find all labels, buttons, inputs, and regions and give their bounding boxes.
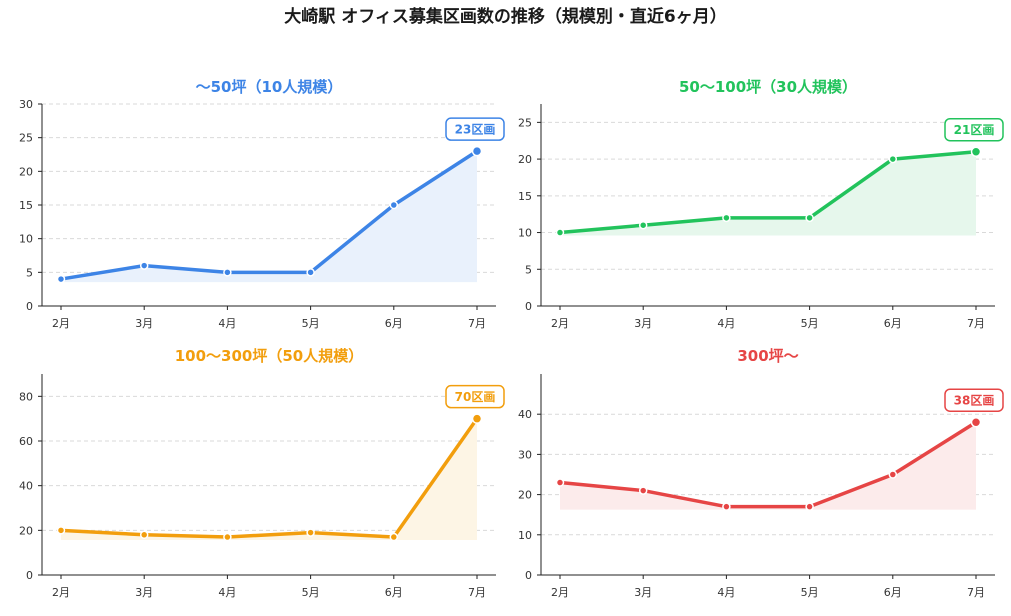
x-tick-label: 7月 xyxy=(468,317,486,330)
y-tick-label: 0 xyxy=(525,300,532,313)
x-tick-label: 7月 xyxy=(468,586,486,599)
x-tick-label: 5月 xyxy=(302,317,320,330)
area-fill xyxy=(61,151,477,283)
area-fill xyxy=(560,151,976,236)
x-tick-label: 7月 xyxy=(967,586,985,599)
y-tick-label: 0 xyxy=(26,569,33,582)
data-point xyxy=(970,146,982,157)
data-point xyxy=(56,526,66,535)
chart-title: 50～100坪（30人規模） xyxy=(679,78,857,96)
data-point xyxy=(805,502,814,511)
y-tick-label: 10 xyxy=(518,529,532,542)
x-tick-label: 2月 xyxy=(52,317,70,330)
annotation-badge xyxy=(445,384,505,409)
x-tick-label: 4月 xyxy=(218,586,236,599)
x-tick-label: 5月 xyxy=(801,586,819,599)
data-point xyxy=(638,486,648,495)
data-point xyxy=(223,532,232,542)
x-tick-label: 4月 xyxy=(717,317,735,330)
data-point xyxy=(805,213,814,223)
data-point xyxy=(471,145,483,157)
x-tick-label: 3月 xyxy=(135,586,153,599)
x-tick-label: 4月 xyxy=(218,317,236,330)
y-tick-label: 30 xyxy=(19,98,33,111)
chart-panel-3: 100～300坪（50人規模） 0 20 40 60 80 2月 3月 4月 5月 6月 7月 70区画 xyxy=(19,347,505,599)
chart-panel-2: 50～100坪（30人規模） 0 5 10 15 20 25 2月 3月 4月 5月 6月 7月 21区画 xyxy=(518,78,1004,330)
x-tick-label: 5月 xyxy=(801,317,819,330)
chart-panel-4: 300坪～ 0 10 20 30 40 2月 3月 4月 5月 6月 7月 38区画 xyxy=(518,347,1004,599)
data-point xyxy=(888,470,898,479)
data-point xyxy=(722,213,731,223)
annotation-label: 70区画 xyxy=(455,390,496,404)
data-point xyxy=(970,416,982,428)
data-point xyxy=(555,478,565,487)
y-tick-label: 20 xyxy=(19,524,33,537)
y-tick-label: 15 xyxy=(19,199,33,212)
data-point xyxy=(223,268,232,277)
annotation-badge xyxy=(944,117,1004,142)
x-tick-label: 2月 xyxy=(551,317,569,330)
y-tick-label: 20 xyxy=(19,165,33,178)
x-tick-label: 6月 xyxy=(385,586,403,599)
data-point xyxy=(471,413,483,424)
chart-title: 100～300坪（50人規模） xyxy=(175,347,364,365)
annotation-badge xyxy=(445,117,505,141)
area-fill xyxy=(560,422,976,510)
series-line xyxy=(558,420,978,509)
y-tick-label: 20 xyxy=(518,153,532,166)
data-point xyxy=(555,228,565,237)
data-point xyxy=(389,532,399,542)
y-tick-label: 60 xyxy=(19,435,33,448)
y-tick-label: 15 xyxy=(518,190,532,203)
y-tick-label: 5 xyxy=(525,263,532,276)
annotation-label: 38区画 xyxy=(954,394,995,408)
x-tick-label: 6月 xyxy=(385,317,403,330)
chart-panel-1: ～50坪（10人規模） 0 5 10 15 20 25 30 2月 3月 4月 5月 6月 7月 23区画 xyxy=(19,78,505,330)
x-tick-label: 4月 xyxy=(717,586,735,599)
x-tick-label: 2月 xyxy=(52,586,70,599)
data-point xyxy=(56,274,66,284)
data-point xyxy=(306,528,315,537)
data-point xyxy=(722,502,731,511)
y-tick-label: 25 xyxy=(19,132,33,145)
area-fill xyxy=(61,418,477,541)
data-point xyxy=(139,530,149,540)
x-tick-label: 7月 xyxy=(967,317,985,330)
y-tick-label: 5 xyxy=(26,266,33,279)
data-point xyxy=(638,220,648,230)
chart-title: ～50坪（10人規模） xyxy=(196,78,343,96)
y-tick-label: 0 xyxy=(525,569,532,582)
x-tick-label: 3月 xyxy=(634,317,652,330)
y-tick-label: 10 xyxy=(19,233,33,246)
annotation-label: 23区画 xyxy=(455,123,496,137)
x-tick-label: 3月 xyxy=(634,586,652,599)
data-point xyxy=(389,200,399,210)
chart-title: 300坪～ xyxy=(737,347,798,365)
annotation-badge xyxy=(944,388,1004,412)
annotation-label: 21区画 xyxy=(954,123,995,137)
y-tick-label: 25 xyxy=(518,116,532,129)
series-line xyxy=(558,149,978,235)
x-tick-label: 2月 xyxy=(551,586,569,599)
y-tick-label: 10 xyxy=(518,227,532,240)
series-line xyxy=(59,149,479,281)
data-point xyxy=(888,154,898,164)
y-tick-label: 20 xyxy=(518,489,532,502)
y-tick-label: 40 xyxy=(19,480,33,493)
y-tick-label: 80 xyxy=(19,390,33,403)
x-tick-label: 5月 xyxy=(302,586,320,599)
page-title: 大崎駅 オフィス募集区画数の推移（規模別・直近6ヶ月） xyxy=(284,7,727,27)
x-tick-label: 6月 xyxy=(884,586,902,599)
y-tick-label: 40 xyxy=(518,408,532,421)
data-point xyxy=(306,268,315,277)
series-line xyxy=(59,416,479,539)
x-tick-label: 6月 xyxy=(884,317,902,330)
y-tick-label: 30 xyxy=(518,448,532,461)
x-tick-label: 3月 xyxy=(135,317,153,330)
data-point xyxy=(139,261,149,270)
y-tick-label: 0 xyxy=(26,300,33,313)
